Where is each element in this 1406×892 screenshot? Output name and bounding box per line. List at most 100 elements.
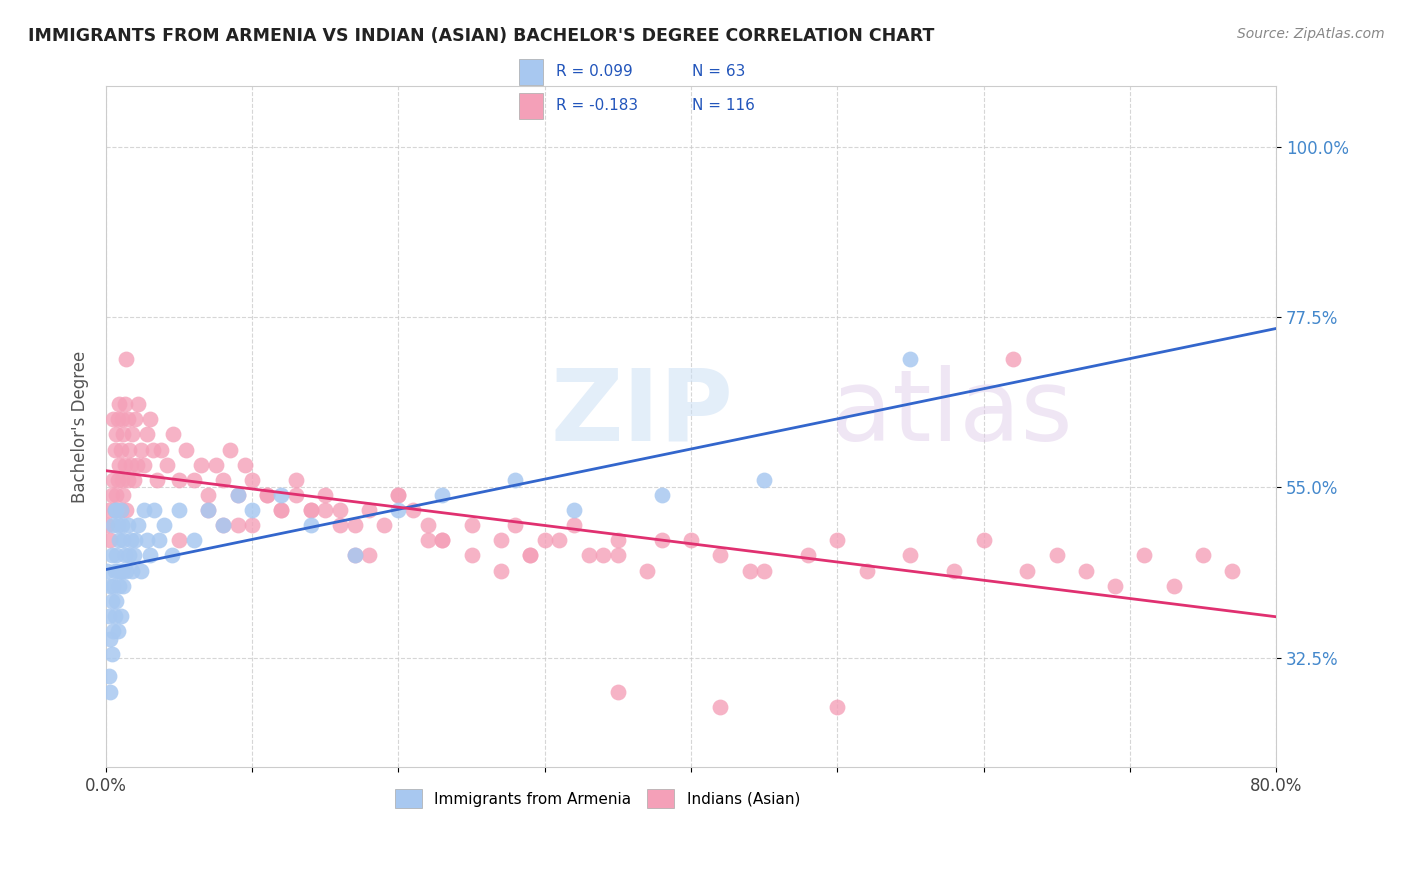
Point [1046, 549, 1069, 563]
Point [827, 533, 849, 548]
Point [1192, 549, 1215, 563]
Point [104, 442, 127, 457]
Legend: Immigrants from Armenia, Indians (Asian): Immigrants from Armenia, Indians (Asian) [388, 783, 806, 814]
Point [120, 458, 142, 472]
Point [111, 412, 134, 426]
Point [240, 503, 263, 517]
Point [900, 351, 922, 366]
Point [592, 549, 614, 563]
Point [212, 518, 235, 533]
Point [127, 397, 149, 411]
Point [533, 533, 555, 548]
Point [122, 473, 145, 487]
Point [505, 473, 527, 487]
Point [121, 564, 143, 578]
Text: atlas: atlas [831, 365, 1073, 462]
Point [146, 473, 169, 487]
Point [98, 579, 121, 593]
Point [519, 549, 541, 563]
Point [110, 564, 132, 578]
Point [226, 488, 249, 502]
Point [329, 503, 352, 517]
Point [100, 488, 122, 502]
Point [139, 549, 162, 563]
Point [103, 473, 125, 487]
Point [432, 488, 454, 502]
Point [97, 503, 120, 517]
Point [314, 488, 336, 502]
Point [111, 564, 134, 578]
Point [142, 442, 165, 457]
Point [270, 503, 292, 517]
Point [117, 412, 139, 426]
Point [606, 533, 628, 548]
Point [373, 518, 395, 533]
Point [460, 518, 482, 533]
Point [1074, 564, 1097, 578]
Point [118, 549, 141, 563]
Point [1001, 351, 1024, 366]
Text: R = -0.183: R = -0.183 [555, 98, 638, 113]
Point [738, 564, 761, 578]
Point [115, 503, 138, 517]
Point [505, 518, 527, 533]
Point [562, 518, 585, 533]
Point [114, 549, 136, 563]
Point [167, 473, 190, 487]
Point [432, 533, 454, 548]
Point [105, 488, 128, 502]
Point [105, 503, 128, 517]
Point [110, 442, 132, 457]
Point [122, 549, 145, 563]
Point [108, 397, 131, 411]
Point [139, 412, 162, 426]
Point [112, 533, 135, 548]
Point [105, 594, 128, 608]
Point [226, 488, 249, 502]
Point [96, 518, 118, 533]
Point [107, 564, 129, 578]
Point [100, 647, 122, 661]
Point [104, 503, 127, 517]
Text: N = 116: N = 116 [692, 98, 755, 113]
Point [489, 533, 512, 548]
Point [197, 503, 219, 517]
Point [285, 473, 308, 487]
Point [117, 473, 139, 487]
Point [156, 458, 179, 472]
Point [900, 549, 922, 563]
Point [125, 458, 148, 472]
Point [98, 632, 121, 646]
Point [285, 488, 308, 502]
Point [343, 549, 366, 563]
Point [578, 549, 600, 563]
Point [167, 533, 190, 548]
Point [197, 488, 219, 502]
Point [115, 564, 138, 578]
Bar [519, 93, 543, 120]
Text: R = 0.099: R = 0.099 [555, 64, 633, 79]
Point [97, 669, 120, 683]
Point [606, 684, 628, 698]
Text: IMMIGRANTS FROM ARMENIA VS INDIAN (ASIAN) BACHELOR'S DEGREE CORRELATION CHART: IMMIGRANTS FROM ARMENIA VS INDIAN (ASIAN… [28, 27, 935, 45]
Point [114, 458, 136, 472]
Text: ZIP: ZIP [551, 365, 734, 462]
Point [117, 518, 139, 533]
Point [148, 533, 170, 548]
Point [103, 579, 125, 593]
Point [460, 549, 482, 563]
Point [270, 503, 292, 517]
Point [124, 412, 146, 426]
Point [103, 412, 125, 426]
Point [387, 503, 409, 517]
Point [402, 503, 425, 517]
Point [636, 564, 658, 578]
Point [240, 473, 263, 487]
Point [167, 503, 190, 517]
Point [111, 518, 134, 533]
Point [112, 579, 135, 593]
Point [709, 699, 731, 714]
Point [226, 518, 249, 533]
Point [135, 533, 157, 548]
Point [416, 518, 439, 533]
